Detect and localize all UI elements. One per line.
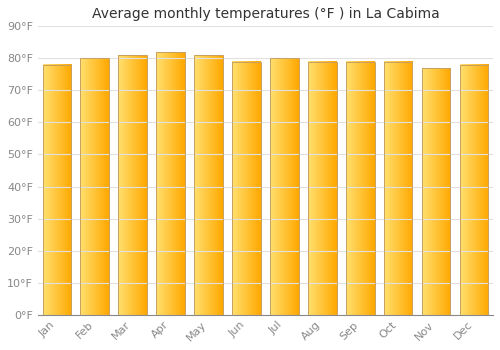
- Bar: [384, 62, 412, 315]
- Bar: [460, 65, 488, 315]
- Bar: [80, 58, 109, 315]
- Bar: [118, 55, 147, 315]
- Bar: [346, 62, 374, 315]
- Bar: [308, 62, 336, 315]
- Title: Average monthly temperatures (°F ) in La Cabima: Average monthly temperatures (°F ) in La…: [92, 7, 440, 21]
- Bar: [422, 68, 450, 315]
- Bar: [270, 58, 298, 315]
- Bar: [232, 62, 260, 315]
- Bar: [156, 52, 185, 315]
- Bar: [194, 55, 223, 315]
- Bar: [42, 65, 71, 315]
